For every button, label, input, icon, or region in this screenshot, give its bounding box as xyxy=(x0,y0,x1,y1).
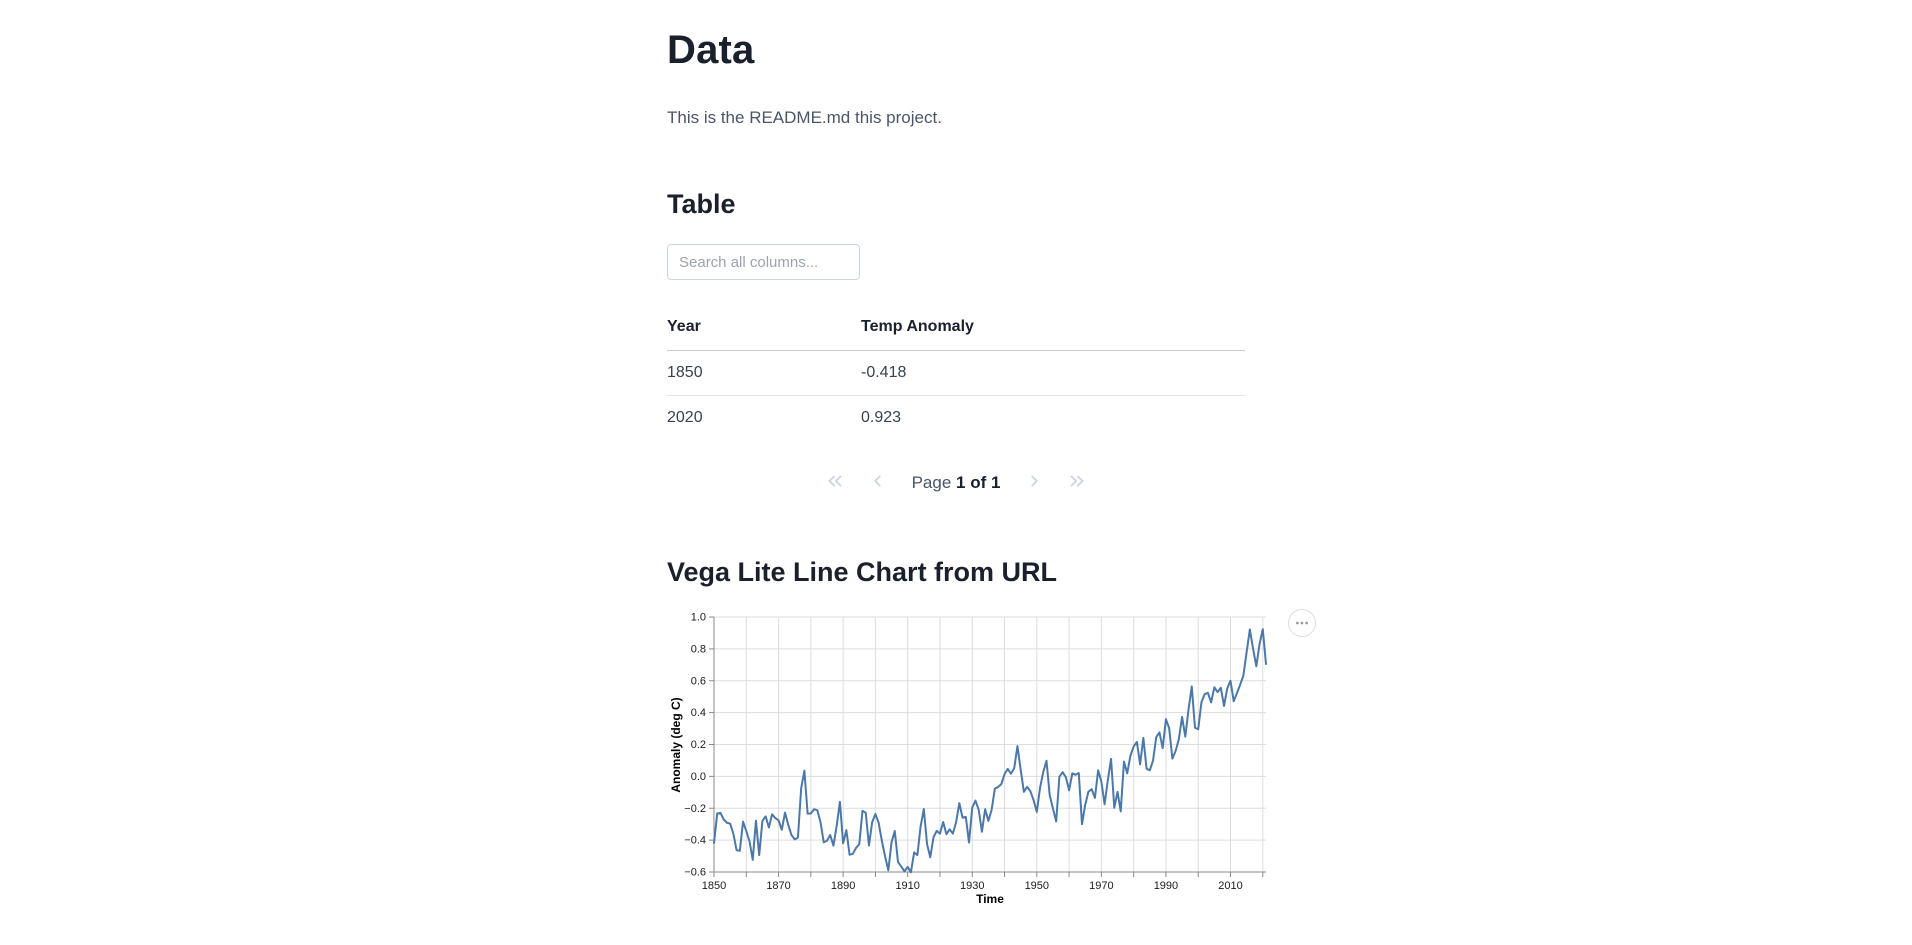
page-content: Data This is the README.md this project.… xyxy=(667,0,1367,916)
x-axis-title: Time xyxy=(976,892,1004,906)
table-row: 2020 0.923 xyxy=(667,396,1245,441)
line-chart-svg: −0.6 −0.4 −0.2 0.0 0.2 0.4 0.6 0.8 1.0 1850 1870 18… xyxy=(669,612,1267,906)
table-row: 1850 -0.418 xyxy=(667,350,1245,396)
x-tick-label: 2010 xyxy=(1218,880,1242,892)
x-tick-label: 1890 xyxy=(831,880,855,892)
data-table: Year Temp Anomaly 1850 -0.418 2020 0.923 xyxy=(667,310,1245,440)
ellipsis-icon xyxy=(1294,615,1310,631)
y-tick-label: −0.2 xyxy=(684,803,706,815)
chevrons-right-icon xyxy=(1066,470,1088,495)
y-tick-label: 0.2 xyxy=(691,739,706,751)
cell-year: 1850 xyxy=(667,350,861,396)
x-tick-label: 1950 xyxy=(1025,880,1049,892)
y-tick-label: 0.6 xyxy=(691,675,706,687)
y-tick-label: 1.0 xyxy=(691,612,706,624)
chevrons-left-icon xyxy=(824,470,846,495)
prev-page-button[interactable] xyxy=(864,468,890,497)
x-tick-label: 1910 xyxy=(895,880,919,892)
cell-temp: -0.418 xyxy=(861,350,1245,396)
column-header-year: Year xyxy=(667,310,861,351)
x-tick-label: 1870 xyxy=(766,880,790,892)
cell-temp: 0.923 xyxy=(861,409,902,426)
table-search xyxy=(667,244,1367,280)
column-header-temp-anomaly: Temp Anomaly xyxy=(861,310,1245,351)
y-tick-label: −0.4 xyxy=(684,835,706,847)
page-count: 1 of 1 xyxy=(956,472,1001,492)
chart-section-heading: Vega Lite Line Chart from URL xyxy=(667,557,1058,587)
temp-anomaly-line xyxy=(713,628,1267,874)
last-page-button[interactable] xyxy=(1064,468,1090,497)
page-title: Data xyxy=(667,28,755,72)
page-indicator: Page 1 of 1 xyxy=(911,472,1001,492)
x-tick-label: 1930 xyxy=(960,880,984,892)
search-input[interactable] xyxy=(667,244,860,280)
y-tick-label: −0.6 xyxy=(684,867,706,879)
y-tick-label: 0.0 xyxy=(691,771,706,783)
x-tick-label: 1850 xyxy=(702,880,726,892)
chevron-right-icon xyxy=(1024,470,1046,495)
chevron-left-icon xyxy=(866,470,888,495)
table-header-row: Year Temp Anomaly xyxy=(667,310,1245,351)
y-tick-label: 0.4 xyxy=(691,707,706,719)
x-tick-label: 1990 xyxy=(1154,880,1178,892)
y-tick-label: 0.8 xyxy=(691,643,706,655)
intro-text: This is the README.md this project. xyxy=(667,108,942,127)
first-page-button[interactable] xyxy=(822,468,848,497)
table-section-heading: Table xyxy=(667,189,736,219)
pagination: Page 1 of 1 xyxy=(667,468,1245,497)
x-tick-label: 1970 xyxy=(1089,880,1113,892)
next-page-button[interactable] xyxy=(1022,468,1048,497)
vega-line-chart: −0.6 −0.4 −0.2 0.0 0.2 0.4 0.6 0.8 1.0 1850 1870 18… xyxy=(667,606,1347,916)
y-axis-title: Anomaly (deg C) xyxy=(669,697,683,792)
chart-actions-button[interactable] xyxy=(1288,609,1316,637)
cell-year: 2020 xyxy=(667,409,703,426)
